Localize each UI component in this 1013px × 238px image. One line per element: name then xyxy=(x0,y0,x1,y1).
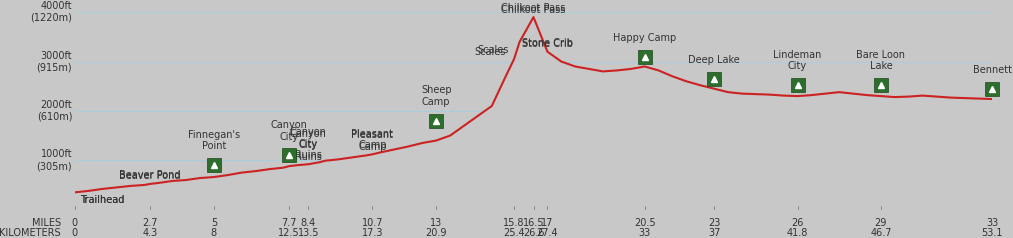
Text: 33: 33 xyxy=(986,218,998,228)
Text: Beaver Pond: Beaver Pond xyxy=(120,172,180,182)
Text: 7.7: 7.7 xyxy=(282,218,297,228)
Text: 41.8: 41.8 xyxy=(787,228,808,238)
Text: 20.9: 20.9 xyxy=(425,228,447,238)
Text: Pleasant
Camp: Pleasant Camp xyxy=(352,129,393,150)
Text: 26: 26 xyxy=(791,218,803,228)
Text: 8: 8 xyxy=(211,228,217,238)
Text: 0: 0 xyxy=(72,218,78,228)
Text: MILES: MILES xyxy=(31,218,61,228)
Text: 2.7: 2.7 xyxy=(142,218,158,228)
Text: Trailhead: Trailhead xyxy=(80,195,125,205)
Text: 4.3: 4.3 xyxy=(143,228,158,238)
Text: 46.7: 46.7 xyxy=(870,228,891,238)
Text: 17.3: 17.3 xyxy=(362,228,383,238)
Text: Finnegan's
Point: Finnegan's Point xyxy=(187,130,240,151)
Text: 10.7: 10.7 xyxy=(362,218,383,228)
Text: 0: 0 xyxy=(72,228,78,238)
Text: 20.5: 20.5 xyxy=(634,218,655,228)
Text: Pleasant
Camp: Pleasant Camp xyxy=(352,130,393,152)
Text: Canyon
City: Canyon City xyxy=(270,120,307,142)
Text: Beaver Pond: Beaver Pond xyxy=(120,170,180,180)
Text: Bare Loon
Lake: Bare Loon Lake xyxy=(856,50,906,71)
Text: Scales: Scales xyxy=(474,47,505,57)
Text: Stone Crib: Stone Crib xyxy=(522,38,573,48)
Text: 26.6: 26.6 xyxy=(523,228,544,238)
Text: 17: 17 xyxy=(541,218,553,228)
Text: Canyon
City
Ruins: Canyon City Ruins xyxy=(290,129,327,162)
Text: Lindeman
City: Lindeman City xyxy=(773,50,822,71)
Text: 12.5: 12.5 xyxy=(279,228,300,238)
Text: 33: 33 xyxy=(638,228,650,238)
Text: Chilkoot Pass: Chilkoot Pass xyxy=(501,3,565,13)
Text: 5: 5 xyxy=(211,218,217,228)
Text: Scales: Scales xyxy=(477,45,509,55)
Text: Canyon
City
Ruins: Canyon City Ruins xyxy=(290,127,327,160)
Text: 15.8: 15.8 xyxy=(503,218,525,228)
Text: 29: 29 xyxy=(875,218,887,228)
Text: 37: 37 xyxy=(708,228,720,238)
Text: 16.5: 16.5 xyxy=(523,218,544,228)
Text: 53.1: 53.1 xyxy=(982,228,1003,238)
Text: Deep Lake: Deep Lake xyxy=(688,55,741,65)
Text: 25.4: 25.4 xyxy=(503,228,525,238)
Text: 23: 23 xyxy=(708,218,720,228)
Text: Sheep
Camp: Sheep Camp xyxy=(421,85,452,107)
Text: Happy Camp: Happy Camp xyxy=(613,33,677,43)
Text: Bennett: Bennett xyxy=(972,65,1012,75)
Text: Stone Crib: Stone Crib xyxy=(522,39,573,49)
Text: Trailhead: Trailhead xyxy=(80,195,125,205)
Text: KILOMETERS: KILOMETERS xyxy=(0,228,61,238)
Text: 8.4: 8.4 xyxy=(301,218,316,228)
Text: 13: 13 xyxy=(431,218,443,228)
Text: 27.4: 27.4 xyxy=(537,228,558,238)
Text: Chilkoot Pass: Chilkoot Pass xyxy=(501,5,565,15)
Text: 13.5: 13.5 xyxy=(298,228,319,238)
